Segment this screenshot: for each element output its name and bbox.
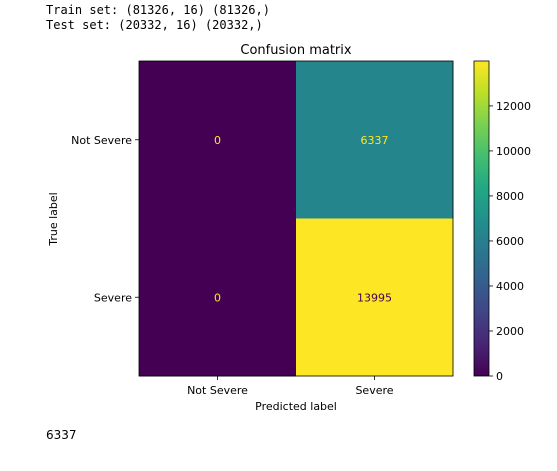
console-line-train-set: Train set: (81326, 16) (81326,): [46, 3, 270, 17]
colorbar-tick-label: 10000: [496, 145, 531, 158]
matrix-cell: [139, 61, 297, 219]
cell-value-label: 0: [214, 291, 221, 304]
cell-output-value: 6337: [46, 428, 77, 442]
x-tick-label: Severe: [355, 384, 393, 397]
matrix-cell: [296, 218, 454, 377]
colorbar: [473, 60, 490, 377]
console-line-test-set: Test set: (20332, 16) (20332,): [46, 18, 263, 32]
y-tick-label: Not Severe: [71, 134, 132, 147]
colorbar-tick-label: 6000: [496, 235, 524, 248]
x-axis-label: Predicted label: [255, 400, 337, 413]
x-tick-label: Not Severe: [187, 384, 248, 397]
colorbar-tick-label: 4000: [496, 280, 524, 293]
chart-title: Confusion matrix: [240, 43, 351, 58]
colorbar-tick-label: 0: [496, 370, 503, 383]
colorbar-tick-label: 8000: [496, 190, 524, 203]
colorbar-tick-label: 12000: [496, 100, 531, 113]
y-axis-label: True label: [47, 192, 60, 246]
cell-value-label: 6337: [361, 134, 389, 147]
cell-value-label: 0: [214, 134, 221, 147]
matrix-cell: [139, 218, 297, 377]
cell-value-label: 13995: [357, 291, 392, 304]
y-tick-label: Severe: [94, 291, 132, 304]
colorbar-tick-label: 2000: [496, 325, 524, 338]
matrix-cell: [296, 61, 454, 219]
plot-frame: [138, 60, 454, 377]
